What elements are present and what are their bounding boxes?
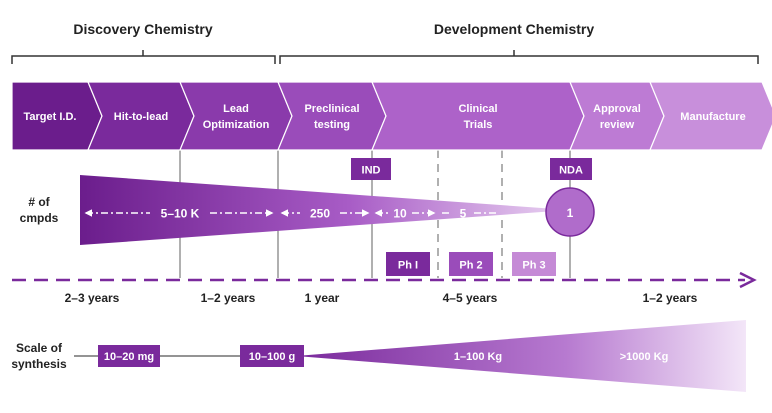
duration-approval-manufacture: 1–2 years bbox=[643, 291, 698, 305]
stage-label-target-id-line1: Target I.D. bbox=[24, 111, 77, 123]
stage-chevron-approval-review bbox=[569, 81, 665, 151]
synthesis-mg-box bbox=[98, 345, 160, 367]
discovery-bracket bbox=[11, 55, 276, 64]
stage-chevron-manufacture bbox=[649, 81, 772, 151]
stage-label-approval-review-line2: review bbox=[600, 119, 635, 131]
stage-chevron-lead-optimization bbox=[179, 81, 293, 151]
stage-label-lead-optimization-line2: Optimization bbox=[203, 119, 270, 131]
synthesis-g-box bbox=[240, 345, 304, 367]
cmpds-label-line2: cmpds bbox=[20, 211, 59, 225]
duration-discovery: 2–3 years bbox=[65, 291, 120, 305]
synthesis-label-line1: Scale of bbox=[16, 341, 63, 355]
ind-label: IND bbox=[362, 165, 381, 177]
discovery-chemistry-label: Discovery Chemistry bbox=[73, 21, 213, 37]
phase3-box bbox=[512, 252, 556, 276]
stage-label-clinical-trials-line2: Trials bbox=[464, 119, 493, 131]
phase1-label: Ph I bbox=[398, 260, 418, 272]
cmpds-label-line1: # of bbox=[28, 195, 50, 209]
compound-funnel bbox=[80, 175, 570, 245]
phase2-label: Ph 2 bbox=[459, 260, 482, 272]
phase2-box bbox=[449, 252, 493, 276]
timeline-arrowhead bbox=[739, 271, 757, 289]
synthesis-g-label: 10–100 g bbox=[249, 351, 295, 363]
stage-label-preclinical-testing-line1: Preclinical bbox=[304, 103, 359, 115]
synthesis-kg-label: 1–100 Kg bbox=[454, 351, 502, 363]
phase1-box bbox=[386, 252, 430, 276]
compound-count-discovery: 5–10 K bbox=[161, 207, 200, 221]
compound-count-phase1: 10 bbox=[393, 207, 407, 221]
nda-label: NDA bbox=[559, 165, 583, 177]
duration-clinical: 4–5 years bbox=[443, 291, 498, 305]
stage-label-manufacture-line1: Manufacture bbox=[680, 111, 745, 123]
final-compound-count: 1 bbox=[567, 206, 574, 220]
stage-label-hit-to-lead-line1: Hit-to-lead bbox=[114, 111, 168, 123]
development-chemistry-label: Development Chemistry bbox=[434, 21, 594, 37]
compound-count-preclinical: 250 bbox=[310, 207, 330, 221]
stage-chevron-clinical-trials bbox=[371, 81, 585, 151]
duration-lead-optimization: 1–2 years bbox=[201, 291, 256, 305]
synthesis-1000kg-label: >1000 Kg bbox=[620, 351, 669, 363]
stage-chevron-preclinical-testing bbox=[277, 81, 387, 151]
stage-label-clinical-trials-line1: Clinical bbox=[458, 103, 497, 115]
stage-chevrons: Target I.D. Hit-to-lead Lead Optimization Pr… bbox=[11, 81, 772, 151]
compound-count-phase2: 5 bbox=[460, 207, 467, 221]
stage-label-preclinical-testing-line2: testing bbox=[314, 119, 350, 131]
ind-box bbox=[351, 158, 391, 180]
phase3-label: Ph 3 bbox=[522, 260, 545, 272]
development-bracket bbox=[279, 55, 759, 64]
synthesis-label-line2: synthesis bbox=[11, 357, 67, 371]
duration-preclinical: 1 year bbox=[305, 291, 340, 305]
stage-label-lead-optimization-line1: Lead bbox=[223, 103, 249, 115]
final-compound-circle bbox=[545, 187, 595, 237]
synthesis-wedge bbox=[296, 320, 746, 392]
synthesis-mg-label: 10–20 mg bbox=[104, 351, 154, 363]
nda-box bbox=[550, 158, 592, 180]
stage-label-approval-review-line1: Approval bbox=[593, 103, 641, 115]
